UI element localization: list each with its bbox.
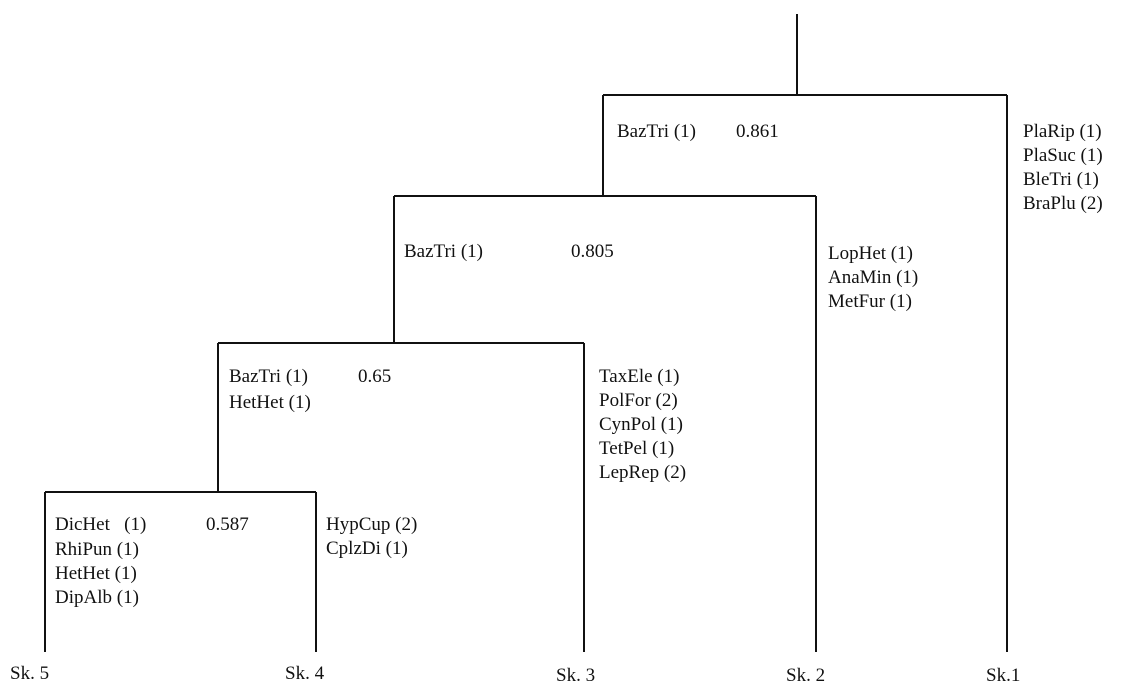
node-3-value: 0.65 [358, 366, 392, 387]
species-item: AnaMin (1) [828, 267, 919, 288]
sk2-species-list: LopHet (1) AnaMin (1) MetFur (1) [828, 242, 918, 314]
sk1-species-list: PlaRip (1) PlaSuc (1) BleTri (1) BraPlu … [1023, 120, 1103, 216]
leaf-label-sk4: Sk. 4 [285, 663, 325, 684]
sk3-species-list: TaxEle (1) PolFor (2) CynPol (1) TetPel … [599, 365, 686, 485]
node-1-indicator: BazTri (1) [617, 121, 696, 142]
leaf-label-sk3: Sk. 3 [556, 665, 596, 686]
species-item: CplzDi (1) [326, 538, 408, 559]
species-item: DipAlb (1) [55, 587, 139, 608]
species-item: LepRep (2) [599, 462, 687, 483]
leaf-label-sk1: Sk.1 [986, 665, 1021, 686]
node-3-extra: HetHet (1) [229, 392, 311, 413]
node-2-value: 0.805 [571, 241, 614, 262]
species-item: MetFur (1) [828, 291, 912, 312]
node-4-indicator: DicHet (1) [55, 514, 147, 535]
species-item: TetPel (1) [599, 438, 675, 459]
node-4-extra-list: RhiPun (1) HetHet (1) DipAlb (1) [55, 538, 139, 610]
node-1-value: 0.861 [736, 121, 779, 142]
species-item: HetHet (1) [55, 563, 137, 584]
species-item: PolFor (2) [599, 390, 678, 411]
species-item: PlaSuc (1) [1023, 145, 1103, 166]
node-4-value: 0.587 [206, 514, 249, 535]
species-item: HypCup (2) [326, 514, 418, 535]
sk4-species-list: HypCup (2) CplzDi (1) [326, 513, 417, 561]
species-item: PlaRip (1) [1023, 121, 1102, 142]
species-item: TaxEle (1) [599, 366, 680, 387]
species-item: BraPlu (2) [1023, 193, 1103, 214]
species-item: BleTri (1) [1023, 169, 1099, 190]
node-3-indicator: BazTri (1) [229, 366, 308, 387]
leaf-label-sk5: Sk. 5 [10, 663, 50, 684]
leaf-label-sk2: Sk. 2 [786, 665, 826, 686]
species-item: LopHet (1) [828, 243, 913, 264]
species-item: CynPol (1) [599, 414, 683, 435]
species-item: RhiPun (1) [55, 539, 139, 560]
node-2-indicator: BazTri (1) [404, 241, 483, 262]
